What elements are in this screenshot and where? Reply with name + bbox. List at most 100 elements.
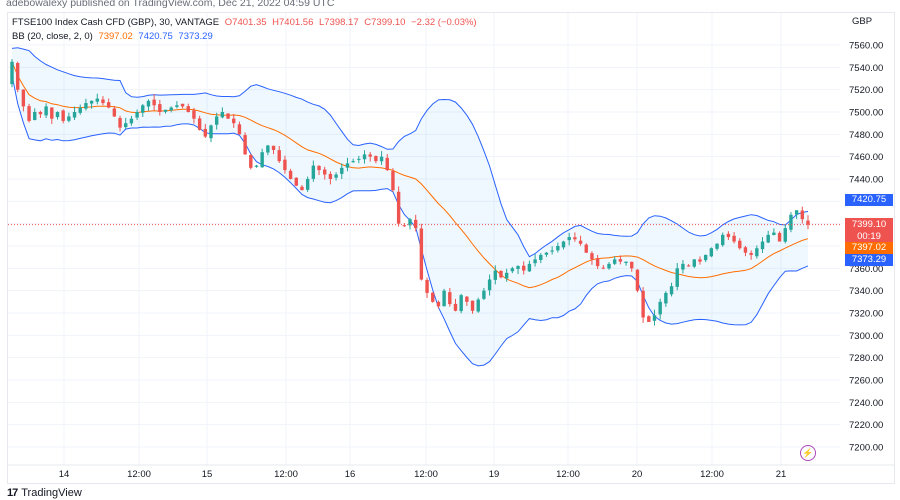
- candle: [493, 265, 497, 285]
- candle: [124, 117, 128, 129]
- bb-upper-value: 7420.75: [138, 31, 173, 42]
- candle: [442, 288, 446, 307]
- ohlc-low: L7398.17: [319, 17, 359, 28]
- candle: [431, 292, 435, 303]
- candle: [510, 266, 515, 274]
- candle: [385, 154, 389, 172]
- candle: [504, 268, 509, 282]
- price-axis-tick: 7560.00: [849, 41, 883, 52]
- candle: [482, 287, 486, 301]
- candle: [317, 165, 321, 176]
- candle: [203, 123, 208, 139]
- candle: [50, 107, 54, 124]
- candle: [260, 148, 264, 168]
- candle: [408, 217, 412, 230]
- candle: [141, 103, 145, 117]
- candle: [459, 293, 463, 314]
- ohlc-high: H7401.56: [272, 17, 314, 28]
- candle: [175, 101, 179, 109]
- candle: [323, 166, 327, 180]
- candle: [743, 245, 748, 257]
- bb-basis-price-tag: 7397.02: [845, 242, 893, 254]
- ohlc-change: −2.32 (−0.03%): [411, 17, 477, 28]
- candle: [556, 242, 560, 253]
- candle: [749, 250, 753, 260]
- candle: [721, 232, 725, 247]
- candle: [772, 228, 776, 236]
- candle: [686, 264, 691, 267]
- time-axis-tick: 12:00: [274, 469, 298, 480]
- candle: [214, 112, 219, 130]
- candle: [226, 113, 230, 119]
- candle: [612, 256, 617, 265]
- price-axis-tick: 7360.00: [849, 264, 883, 275]
- candle: [345, 157, 350, 172]
- price-axis-currency: GBP: [852, 16, 872, 27]
- candle: [152, 94, 156, 111]
- candle: [630, 261, 634, 272]
- candle: [624, 261, 628, 266]
- candle: [27, 103, 31, 123]
- candle: [10, 59, 14, 88]
- time-axis-tick: 20: [632, 469, 643, 480]
- bb-basis-line: [11, 61, 809, 289]
- candle: [67, 112, 71, 123]
- candle: [533, 254, 537, 267]
- candle: [220, 107, 225, 119]
- candle: [465, 295, 469, 306]
- candle: [777, 231, 782, 242]
- bb-lower-price-tag: 7373.29: [845, 254, 893, 266]
- candle: [84, 98, 88, 111]
- candle: [158, 99, 162, 116]
- price-axis-tick: 7260.00: [849, 376, 883, 387]
- bb-indicator-title[interactable]: BB (20, close, 2, 0): [12, 31, 93, 42]
- candle: [351, 158, 355, 163]
- chart-legend: FTSE100 Index Cash CFD (GBP), 30, VANTAG…: [12, 16, 480, 44]
- candle: [129, 115, 134, 126]
- candle: [61, 109, 65, 124]
- candle: [15, 61, 20, 93]
- candle: [44, 103, 48, 119]
- candle: [590, 251, 594, 265]
- price-axis-tick: 7440.00: [849, 175, 883, 186]
- candle: [453, 298, 458, 312]
- time-axis-tick: 19: [489, 469, 500, 480]
- candle: [413, 214, 418, 232]
- candle: [794, 210, 799, 219]
- candle: [601, 265, 606, 270]
- candle: [328, 171, 333, 185]
- symbol-title[interactable]: FTSE100 Index Cash CFD (GBP), 30, VANTAG…: [12, 17, 220, 28]
- time-axis-tick: 12:00: [414, 469, 438, 480]
- price-axis-tick: 7340.00: [849, 286, 883, 297]
- candle: [760, 237, 765, 254]
- candle: [186, 103, 190, 113]
- price-axis-tick: 7500.00: [849, 108, 883, 119]
- lightning-icon[interactable]: ⚡: [800, 445, 816, 461]
- candle: [806, 215, 810, 230]
- candle: [448, 287, 452, 307]
- candle: [652, 309, 657, 326]
- candle: [334, 172, 338, 181]
- candle: [391, 168, 395, 192]
- candle: [283, 155, 287, 174]
- candle: [476, 297, 480, 313]
- ohlc-open: O7401.35: [224, 17, 267, 28]
- tradingview-mark-icon: 17: [7, 487, 18, 499]
- last-price-tag: 7399.10 00:19: [845, 217, 893, 244]
- candle: [800, 206, 805, 224]
- candle: [249, 153, 253, 170]
- bb-lower-value: 7373.29: [178, 31, 213, 42]
- candle: [340, 163, 344, 179]
- candle: [197, 115, 202, 131]
- candle: [169, 106, 173, 113]
- candle: [163, 109, 168, 114]
- candle: [135, 109, 139, 121]
- bb-fill: [12, 47, 808, 366]
- candle: [499, 270, 503, 279]
- candle: [516, 265, 520, 275]
- candle: [38, 110, 43, 118]
- time-axis-tick: 14: [59, 469, 70, 480]
- price-axis-tick: 7240.00: [849, 398, 883, 409]
- time-axis-tick: 16: [345, 469, 356, 480]
